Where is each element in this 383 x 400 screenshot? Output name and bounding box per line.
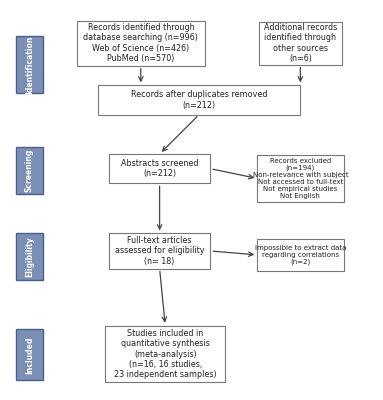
Text: Screening: Screening [25, 149, 34, 192]
FancyBboxPatch shape [109, 154, 210, 183]
Text: Records identified through
database searching (n=996)
Web of Science (n=426)
Pub: Records identified through database sear… [83, 23, 198, 63]
FancyBboxPatch shape [105, 326, 225, 382]
Text: Included: Included [25, 336, 34, 374]
FancyBboxPatch shape [16, 147, 43, 194]
FancyBboxPatch shape [259, 22, 342, 65]
Text: Abstracts screened
(n=212): Abstracts screened (n=212) [121, 159, 198, 178]
FancyBboxPatch shape [77, 21, 205, 66]
Text: Impossible to extract data
regarding correlations
(n=2): Impossible to extract data regarding cor… [255, 245, 346, 265]
Text: Records after duplicates removed
(n=212): Records after duplicates removed (n=212) [131, 90, 267, 110]
Text: Studies included in
quantitative synthesis
(meta-analysis)
(n=16, 16 studies,
23: Studies included in quantitative synthes… [114, 329, 216, 379]
Text: Records excluded
(n=194)
Non-relevance with subject
Not accessed to full-text
No: Records excluded (n=194) Non-relevance w… [252, 158, 348, 199]
Text: Eligibility: Eligibility [25, 236, 34, 277]
FancyBboxPatch shape [16, 36, 43, 93]
Text: Full-text articles
assessed for eligibility
(n= 18): Full-text articles assessed for eligibil… [115, 236, 205, 266]
Text: Additional records
identified through
other sources
(n=6): Additional records identified through ot… [264, 23, 337, 63]
FancyBboxPatch shape [16, 233, 43, 280]
FancyBboxPatch shape [109, 233, 210, 269]
Text: Identification: Identification [25, 36, 34, 94]
FancyBboxPatch shape [16, 329, 43, 380]
FancyBboxPatch shape [257, 239, 344, 270]
FancyBboxPatch shape [98, 85, 300, 115]
FancyBboxPatch shape [257, 155, 344, 202]
